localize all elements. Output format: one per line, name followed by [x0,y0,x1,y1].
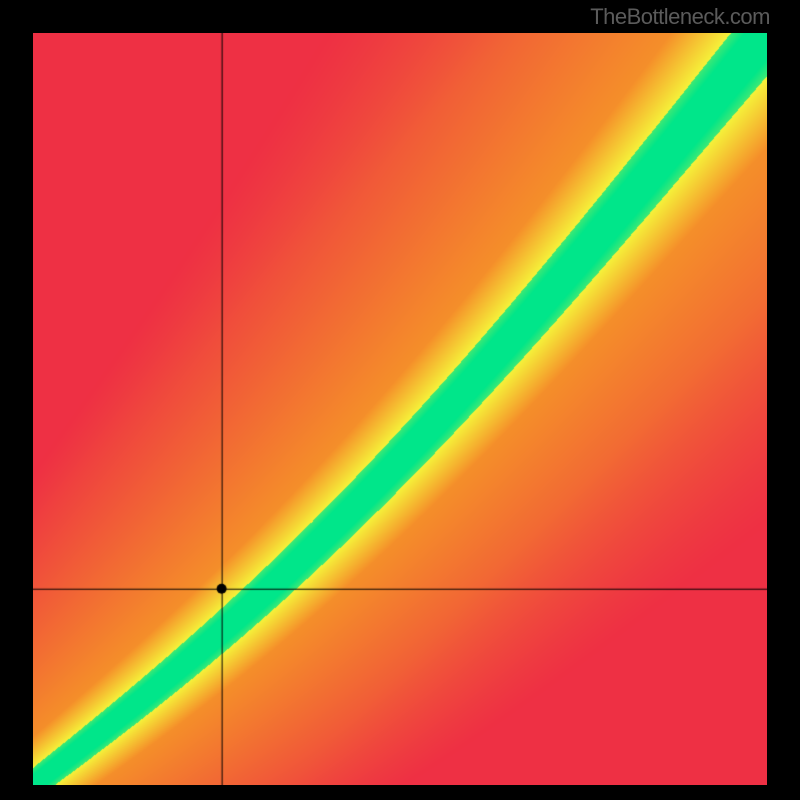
heatmap-canvas [33,33,767,785]
watermark-text: TheBottleneck.com [590,4,770,30]
bottleneck-heatmap [33,33,767,785]
